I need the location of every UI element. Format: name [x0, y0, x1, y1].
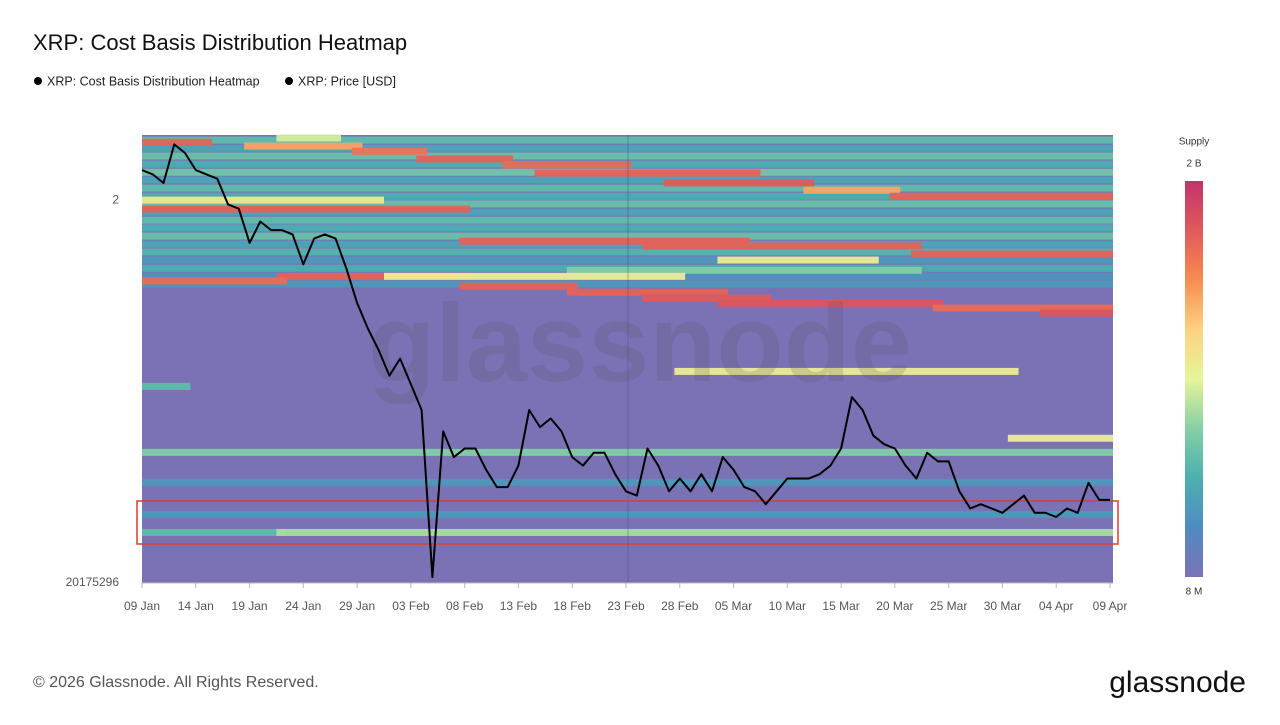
heatmap-cell: [717, 256, 879, 264]
x-tick-label: 14 Jan: [178, 599, 214, 613]
x-tick-label: 18 Feb: [554, 599, 592, 613]
heatmap-cell: [642, 242, 922, 250]
x-tick-label: 08 Feb: [446, 599, 484, 613]
x-tick-label: 15 Mar: [822, 599, 859, 613]
heatmap-cell: [142, 192, 1113, 200]
heatmap-cell: [276, 528, 1113, 536]
legend-dot: [285, 77, 293, 85]
colorbar: [1185, 181, 1203, 577]
x-tick-label: 04 Apr: [1039, 599, 1074, 613]
heatmap-cell: [142, 277, 288, 285]
heatmap-cell: [142, 136, 1113, 144]
heatmap-cell: [663, 179, 815, 187]
heatmap-cell: [642, 294, 772, 302]
heatmap-cell: [911, 250, 1113, 258]
watermark: glassnode: [368, 282, 912, 405]
heatmap-cell: [276, 134, 341, 142]
heatmap-cell: [142, 196, 384, 204]
heatmap-cell: [674, 367, 1019, 375]
footer: © 2026 Glassnode. All Rights Reserved.: [33, 674, 319, 691]
x-tick-label: 24 Jan: [285, 599, 321, 613]
heatmap-cell: [142, 528, 288, 536]
heatmap-cell: [142, 448, 1113, 456]
colorbar-label: 8 M: [1186, 587, 1203, 598]
x-tick-label: 05 Mar: [715, 599, 752, 613]
colorbar-label: 2 B: [1186, 159, 1201, 170]
x-tick-label: 09 Jan: [124, 599, 160, 613]
heatmap-cell: [717, 299, 944, 307]
heatmap-cell: [276, 272, 471, 280]
heatmap-cell: [566, 288, 729, 296]
heatmap-cell: [142, 205, 471, 213]
heatmap-cell: [142, 144, 1113, 152]
legend-label: XRP: Price [USD]: [298, 74, 396, 88]
heatmap-cell: [459, 282, 578, 290]
heatmap-cell: [416, 155, 514, 163]
heatmap-cell: [142, 510, 1113, 518]
heatmap-cell: [142, 200, 1113, 208]
heatmap-cell: [142, 152, 1113, 160]
heatmap-cell: [142, 176, 1113, 184]
highlight-box: [136, 500, 1119, 545]
x-tick-label: 09 Apr: [1093, 599, 1128, 613]
heatmap-cell: [502, 161, 632, 169]
logo: glassnode: [1109, 666, 1246, 699]
colorbar-title: Supply: [1179, 137, 1210, 148]
heatmap-cell: [142, 216, 1113, 224]
heatmap-cell: [142, 382, 191, 390]
heatmap-cell: [142, 232, 1113, 240]
y-tick-label: 2: [112, 192, 119, 206]
x-tick-label: 28 Feb: [661, 599, 699, 613]
x-tick-label: 19 Jan: [232, 599, 268, 613]
x-tick-label: 25 Mar: [930, 599, 967, 613]
x-tick-label: 03 Feb: [392, 599, 430, 613]
y-tick-label: 20175296: [66, 575, 120, 589]
heatmap-cell: [142, 478, 1113, 486]
heatmap-cell: [142, 280, 1113, 288]
heatmap-cell: [459, 237, 750, 245]
heatmap-cell: [566, 266, 922, 274]
heatmap-cell: [384, 272, 686, 280]
heatmap-cell: [932, 304, 1113, 312]
legend-dot: [34, 77, 42, 85]
heatmap-cell: [142, 248, 1113, 256]
heatmap-cell: [142, 224, 1113, 232]
x-tick-label: 23 Feb: [607, 599, 645, 613]
heatmap-cell: [889, 192, 1113, 200]
heatmap-cell: [1040, 309, 1113, 317]
heatmap-cell: [142, 208, 1113, 216]
price-line: [141, 143, 1110, 578]
chart-title: XRP: Cost Basis Distribution Heatmap: [33, 30, 407, 55]
x-tick-label: 30 Mar: [984, 599, 1021, 613]
x-tick-label: 20 Mar: [876, 599, 913, 613]
heatmap-cell: [142, 138, 212, 146]
x-tick-label: 10 Mar: [769, 599, 806, 613]
legend-label: XRP: Cost Basis Distribution Heatmap: [47, 74, 260, 88]
heatmap-cell: [1007, 434, 1113, 442]
heatmap-cell: [142, 256, 1113, 264]
heatmap-cell: [803, 186, 901, 194]
heatmap-cell: [244, 142, 363, 150]
plot-area: [142, 134, 1113, 583]
heatmap-cell: [142, 184, 1113, 192]
heatmap-cell: [351, 147, 428, 155]
x-tick-label: 29 Jan: [339, 599, 375, 613]
x-tick-label: 13 Feb: [500, 599, 538, 613]
heatmap-cell: [534, 169, 761, 177]
